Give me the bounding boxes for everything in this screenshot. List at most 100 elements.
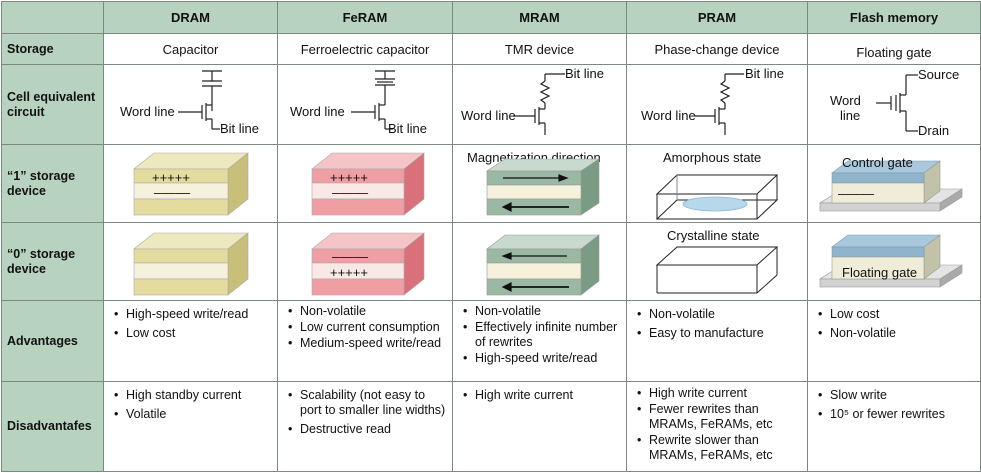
feram-zero-minus: ––––– (332, 249, 369, 264)
dram-bit-line-label: Bit line (220, 121, 259, 136)
advantages-pram-list: Non-volatile Easy to manufacture (627, 301, 807, 341)
corner-cell (1, 1, 104, 34)
advantages-feram-list: Non-volatile Low current consumption Med… (278, 301, 452, 351)
mram-word-line-label: Word line (461, 108, 516, 123)
feram-one-device: +++++ ––––– (311, 152, 425, 216)
one-feram: +++++ ––––– (277, 144, 453, 223)
flash-circuit-diagram: Source Word line Drain (830, 67, 959, 138)
list-item: Scalability (not easy to port to smaller… (288, 388, 448, 418)
flash-floating-gate-label: Floating gate (842, 265, 917, 280)
row-label-one: “1” storage device (1, 144, 104, 223)
flash-word-line-label: Word line (830, 93, 864, 123)
dram-word-line-label: Word line (120, 104, 175, 119)
column-header-pram: PRAM (626, 1, 808, 34)
flash-line-label: line (840, 108, 860, 123)
list-item: 10⁵ or fewer rewrites (818, 407, 976, 422)
one-pram: Amorphous state (626, 144, 808, 223)
feram-one-minus: ––––– (332, 185, 369, 200)
disadvantages-mram: High write current (452, 381, 627, 472)
mram-zero-device (486, 234, 600, 296)
pram-bit-line-label: Bit line (745, 66, 784, 81)
feram-word-line-label: Word line (290, 104, 345, 119)
storage-flash: Floating gate (807, 33, 981, 65)
column-header-dram: DRAM (103, 1, 278, 34)
list-item: High write current (637, 386, 803, 401)
row-label-advantages: Advantages (1, 300, 104, 382)
row-advantages: Advantages High-speed write/read Low cos… (1, 300, 981, 382)
pram-amorphous-label: Amorphous state (663, 150, 761, 165)
zero-dram (103, 222, 278, 301)
advantages-mram: Non-volatile Effectively infinite number… (452, 300, 627, 382)
pram-one-device: Amorphous state (655, 150, 779, 220)
mram-one-device: Magnetization direction (467, 150, 601, 216)
storage-dram-text: Capacitor (162, 42, 219, 57)
feram-circuit-diagram: Word line Bit line (290, 70, 427, 136)
pram-crystalline-label: Crystalline state (667, 228, 759, 243)
list-item: Destructive read (288, 422, 448, 437)
list-item: Rewrite slower than MRAMs, FeRAMs, etc (637, 433, 803, 463)
pram-zero-device: Crystalline state (655, 228, 779, 294)
advantages-dram-list: High-speed write/read Low cost (104, 301, 277, 341)
list-item: High standby current (114, 388, 273, 403)
disadvantages-dram-list: High standby current Volatile (104, 382, 277, 422)
storage-pram: Phase-change device (626, 33, 808, 65)
disadvantages-flash-list: Slow write 10⁵ or fewer rewrites (808, 382, 980, 422)
dram-one-minus: ––––– (154, 185, 191, 200)
advantages-pram: Non-volatile Easy to manufacture (626, 300, 808, 382)
disadvantages-feram: Scalability (not easy to port to smaller… (277, 381, 453, 472)
advantages-mram-list: Non-volatile Effectively infinite number… (453, 301, 626, 366)
storage-mram-text: TMR device (504, 42, 575, 57)
circuit-mram: Bit line Word line (452, 64, 627, 145)
column-header-flash: Flash memory (807, 1, 981, 34)
row-label-disadvantages: Disadvantafes (1, 381, 104, 472)
row-circuit: Cell equivalent circuit (1, 64, 981, 145)
feram-zero-device: ––––– +++++ (311, 232, 425, 296)
mram-bit-line-label: Bit line (565, 66, 604, 81)
disadvantages-pram-list: High write current Fewer rewrites than M… (627, 382, 807, 463)
disadvantages-dram: High standby current Volatile (103, 381, 278, 472)
flash-one-charge: ––––– (838, 186, 875, 201)
column-header-feram: FeRAM (277, 1, 453, 34)
header-row: DRAM FeRAM MRAM PRAM Flash memory (1, 1, 981, 34)
circuit-dram: Word line Bit line (103, 64, 278, 145)
column-header-mram: MRAM (452, 1, 627, 34)
dram-one-device: +++++ ––––– (133, 152, 249, 216)
feram-zero-plus: +++++ (330, 265, 368, 280)
advantages-feram: Non-volatile Low current consumption Med… (277, 300, 453, 382)
one-mram: Magnetization direction (452, 144, 627, 223)
dram-circuit-diagram: Word line Bit line (120, 70, 259, 136)
list-item: Non-volatile (288, 304, 448, 319)
zero-feram: ––––– +++++ (277, 222, 453, 301)
mram-circuit-diagram: Bit line Word line (461, 66, 604, 135)
row-label-zero: “0” storage device (1, 222, 104, 301)
disadvantages-mram-list: High write current (453, 382, 626, 403)
advantages-flash: Low cost Non-volatile (807, 300, 981, 382)
advantages-dram: High-speed write/read Low cost (103, 300, 278, 382)
flash-control-gate-label: Control gate (842, 155, 913, 170)
pram-circuit-diagram: Bit line Word line (641, 66, 784, 135)
one-flash: Control gate ––––– (807, 144, 981, 223)
disadvantages-feram-list: Scalability (not easy to port to smaller… (278, 382, 452, 437)
storage-pram-text: Phase-change device (654, 42, 780, 57)
disadvantages-flash: Slow write 10⁵ or fewer rewrites (807, 381, 981, 472)
zero-flash: Floating gate (807, 222, 981, 301)
flash-word-label: Word (830, 93, 861, 108)
list-item: Low cost (114, 326, 273, 341)
list-item: Low current consumption (288, 320, 448, 335)
list-item: High write current (463, 388, 622, 403)
storage-dram: Capacitor (103, 33, 278, 65)
list-item: Easy to manufacture (637, 326, 803, 341)
list-item: Non-volatile (818, 326, 976, 341)
feram-one-plus: +++++ (330, 170, 368, 185)
zero-pram: Crystalline state (626, 222, 808, 301)
storage-flash-text: Floating gate (856, 45, 932, 60)
storage-mram: TMR device (452, 33, 627, 65)
list-item: High-speed write/read (463, 351, 622, 366)
feram-bit-line-label: Bit line (388, 121, 427, 136)
zero-mram (452, 222, 627, 301)
flash-zero-device: Floating gate (818, 234, 964, 288)
circuit-flash: Source Word line Drain (807, 64, 981, 145)
dram-zero-device (133, 232, 249, 296)
list-item: Low cost (818, 307, 976, 322)
